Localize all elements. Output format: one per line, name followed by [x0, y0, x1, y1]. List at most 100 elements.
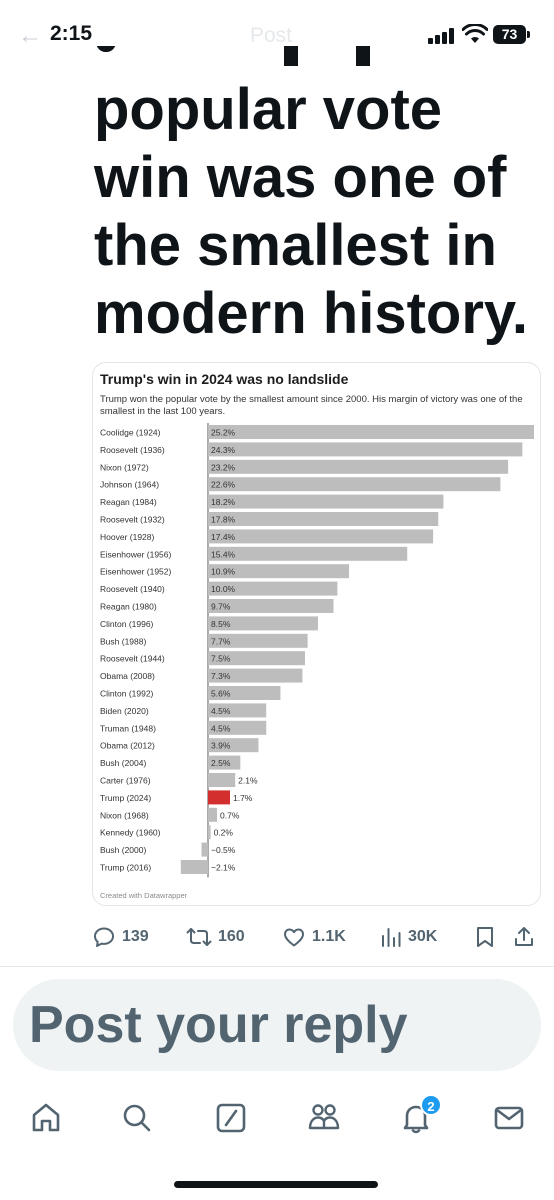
bottom-tab-bar — [0, 1090, 554, 1150]
chart-value-label: 24.3% — [211, 445, 236, 455]
divider — [0, 966, 554, 967]
share-button[interactable] — [512, 922, 536, 952]
chart-value-label: 3.9% — [211, 741, 231, 751]
bookmark-button[interactable] — [474, 922, 496, 952]
chart-value-label: 9.7% — [211, 602, 231, 612]
chart-value-label: 5.6% — [211, 689, 231, 699]
chart-category-label: Kennedy (1960) — [100, 828, 161, 838]
tab-messages[interactable] — [489, 1098, 529, 1138]
tab-notifications[interactable] — [396, 1098, 436, 1138]
chart-value-label: 10.9% — [211, 567, 236, 577]
bookmark-icon — [477, 927, 493, 947]
tab-communities[interactable] — [304, 1098, 344, 1138]
chart-category-label: Trump (2016) — [100, 863, 151, 873]
cellular-signal-icon — [428, 28, 456, 44]
chart-bar — [208, 616, 318, 631]
views-button[interactable]: 30K — [380, 922, 437, 952]
chart-value-label: 23.2% — [211, 462, 236, 472]
chart-value-label: 7.7% — [211, 636, 231, 646]
chart-bar — [208, 790, 230, 805]
chart-category-label: Roosevelt (1932) — [100, 515, 165, 525]
chart-value-label: 2.1% — [238, 776, 258, 786]
chart-bar — [208, 668, 303, 683]
share-icon — [515, 927, 533, 946]
post-headline: popular vote win was one of the smallest… — [94, 38, 544, 358]
chart-value-label: 2.5% — [211, 758, 231, 768]
chart-category-label: Reagan (1980) — [100, 602, 157, 612]
chart-bar — [208, 651, 306, 666]
chart-category-label: Reagan (1984) — [100, 497, 157, 507]
chart-bar — [208, 825, 211, 840]
chart-category-label: Eisenhower (1956) — [100, 549, 172, 559]
chart-bar — [208, 599, 334, 613]
home-icon — [32, 1103, 60, 1132]
chart-bar — [208, 512, 439, 526]
chart-value-label: 17.4% — [211, 532, 236, 542]
chart-value-label: 4.5% — [211, 706, 231, 716]
chart-bar — [208, 425, 534, 439]
reply-button[interactable]: 139 — [92, 922, 149, 952]
status-time: 2:15 — [50, 22, 93, 45]
chart-bar — [208, 633, 308, 648]
chart-value-label: 8.5% — [211, 619, 231, 629]
chart-category-label: Clinton (1992) — [100, 689, 154, 699]
back-arrow-icon[interactable]: ← — [18, 22, 42, 49]
chart-value-label: 25.2% — [211, 428, 236, 438]
chart-bar — [208, 581, 338, 596]
communities-icon — [308, 1104, 340, 1130]
tab-grok[interactable] — [211, 1098, 251, 1138]
bar-chart: Coolidge (1924) 25.2% Roosevelt (1936) 24.3… — [100, 423, 534, 878]
chart-subtitle: Trump won the popular vote by the smalle… — [100, 394, 523, 417]
headline-line: popular vote — [94, 77, 443, 142]
chart-category-label: Roosevelt (1940) — [100, 584, 165, 594]
home-indicator — [174, 1181, 378, 1188]
chart-category-label: Bush (2000) — [100, 845, 146, 855]
chart-bar — [208, 546, 408, 561]
chart-value-label: 18.2% — [211, 497, 236, 507]
status-bar: ← 2:15 Post 73 — [0, 0, 554, 70]
chart-category-label: Truman (1948) — [100, 723, 156, 733]
chart-category-label: Nixon (1972) — [100, 462, 149, 472]
chart-category-label: Coolidge (1924) — [100, 428, 161, 438]
chart-value-label: 15.4% — [211, 549, 236, 559]
heart-icon — [284, 928, 304, 947]
chart-value-label: 0.7% — [220, 810, 240, 820]
chart-bar — [208, 686, 281, 700]
chart-bar — [180, 860, 208, 874]
chart-bar — [208, 755, 241, 770]
chart-category-label: Eisenhower (1952) — [100, 567, 172, 577]
chart-credit: Created with Datawrapper — [100, 891, 188, 900]
headline-line: win was one of — [94, 145, 507, 210]
chart-value-label: 22.6% — [211, 480, 236, 490]
post-actions: 139 160 1.1K 30K — [92, 922, 542, 952]
chart-category-label: Biden (2020) — [100, 706, 149, 716]
chart-bar — [208, 773, 236, 787]
chart-value-label: 7.5% — [211, 654, 231, 664]
like-count: 1.1K — [312, 928, 346, 945]
chart-value-label: 4.5% — [211, 723, 231, 733]
chart-title: Trump's win in 2024 was no landslide — [100, 371, 349, 387]
tab-search[interactable] — [117, 1098, 157, 1138]
chart-category-label: Carter (1976) — [100, 776, 151, 786]
grok-icon — [216, 1103, 246, 1133]
search-icon — [123, 1104, 151, 1132]
notifications-badge: 2 — [420, 1094, 442, 1116]
chart-category-label: Obama (2012) — [100, 741, 155, 751]
chart-category-label: Obama (2008) — [100, 671, 155, 681]
reply-input[interactable] — [29, 987, 529, 1063]
chart-bar — [208, 442, 523, 457]
chart-category-label: Bush (1988) — [100, 636, 146, 646]
chart-bar — [208, 564, 350, 579]
headline-line: the smallest in — [94, 213, 497, 278]
like-button[interactable]: 1.1K — [282, 922, 346, 952]
chart-bar — [208, 459, 509, 474]
chart-value-label: 0.2% — [214, 828, 234, 838]
chart-category-label: Nixon (1968) — [100, 810, 149, 820]
chart-bar — [208, 807, 218, 822]
chart-bar — [208, 720, 267, 735]
chart-image-card[interactable]: Trump's win in 2024 was no landslide Tru… — [92, 362, 541, 906]
repost-icon — [186, 928, 212, 946]
repost-button[interactable]: 160 — [186, 922, 245, 952]
reply-count: 139 — [122, 928, 149, 945]
tab-home[interactable] — [26, 1098, 66, 1138]
